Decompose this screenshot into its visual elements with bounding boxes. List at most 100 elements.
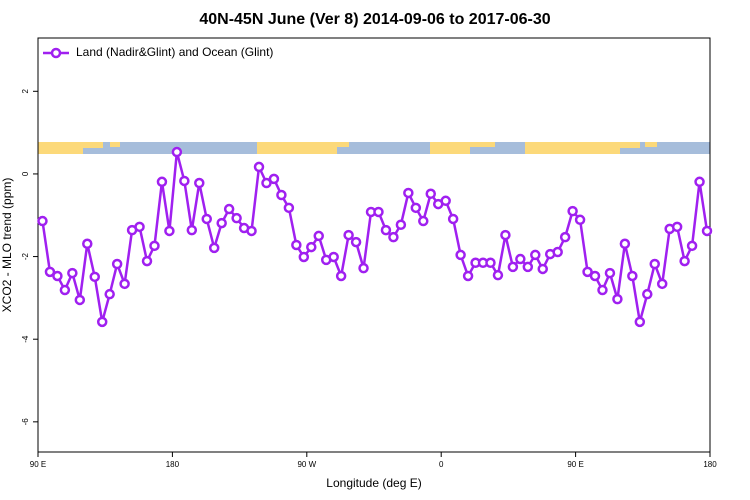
point (343, 229, 354, 241)
point (335, 270, 347, 282)
point (104, 288, 115, 300)
point (671, 221, 683, 233)
point (395, 219, 407, 231)
point (537, 263, 548, 275)
point (313, 230, 324, 242)
point (500, 229, 511, 241)
y-axis-label: XCO2 - MLO trend (ppm) (0, 178, 14, 313)
point (627, 270, 638, 282)
point (111, 258, 123, 270)
point (522, 261, 534, 273)
point (306, 241, 317, 253)
point (515, 253, 526, 265)
point (619, 238, 631, 250)
y-tick-label: -2 (21, 252, 30, 260)
point (701, 225, 713, 237)
x-tick-label: 180 (703, 460, 717, 469)
point (223, 203, 235, 215)
x-tick-label: 90 E (30, 460, 46, 469)
point (358, 262, 369, 274)
point (96, 316, 108, 328)
point (373, 206, 384, 218)
point (52, 270, 63, 282)
point (597, 284, 608, 296)
point (37, 215, 48, 227)
point (253, 161, 265, 173)
point (447, 213, 459, 225)
point (291, 239, 302, 251)
point (350, 236, 362, 248)
point (492, 269, 504, 281)
point (59, 284, 71, 296)
point (208, 242, 220, 254)
point (201, 213, 212, 225)
point (231, 212, 242, 224)
point (686, 240, 698, 252)
point (149, 240, 160, 252)
plot-frame (37, 37, 711, 453)
x-tick-label: 90 E (567, 460, 583, 469)
y-tick-label: -4 (21, 335, 30, 343)
chart-title: 40N-45N June (Ver 8) 2014-09-06 to 2017-… (199, 11, 550, 28)
series-line (41, 151, 709, 323)
point (530, 249, 541, 261)
legend-marker (50, 47, 62, 59)
point (574, 214, 586, 226)
point (67, 267, 78, 279)
point (74, 294, 86, 306)
y-tick-label: 2 (21, 89, 30, 94)
point (164, 225, 175, 237)
point (156, 176, 168, 188)
point (649, 258, 660, 270)
point (679, 255, 690, 267)
point (462, 270, 474, 282)
point (425, 188, 436, 200)
point (179, 175, 190, 187)
point (418, 215, 429, 227)
land-ocean-strip (38, 142, 710, 154)
point (141, 255, 153, 267)
point (380, 224, 392, 236)
point (216, 217, 227, 229)
legend-label: Land (Nadir&Glint) and Ocean (Glint) (76, 45, 273, 59)
point (604, 267, 616, 279)
point (134, 221, 145, 233)
point (388, 231, 399, 243)
point (552, 246, 563, 258)
x-tick-label: 0 (439, 460, 444, 469)
point (589, 270, 601, 282)
point (82, 238, 93, 250)
point (507, 261, 519, 273)
point (403, 187, 414, 199)
point (694, 176, 705, 188)
point (582, 266, 593, 278)
point (283, 202, 295, 214)
point (440, 195, 451, 207)
point (410, 202, 422, 214)
point (634, 316, 646, 328)
point (485, 257, 496, 269)
point (89, 271, 100, 283)
point (186, 224, 198, 236)
point (642, 288, 653, 300)
x-tick-label: 90 W (297, 460, 316, 469)
point (328, 251, 339, 263)
point (455, 249, 466, 261)
y-tick-label: 0 (21, 171, 30, 176)
y-tick-label: -6 (21, 418, 30, 426)
point (656, 278, 668, 290)
point (298, 251, 310, 263)
point (119, 278, 130, 290)
point (559, 231, 571, 243)
x-tick-label: 180 (166, 460, 180, 469)
x-axis-label: Longitude (deg E) (326, 476, 421, 490)
point (276, 189, 287, 201)
point (567, 205, 578, 217)
point (44, 266, 56, 278)
point (194, 177, 205, 189)
point (612, 293, 623, 305)
point (261, 177, 272, 189)
point (268, 173, 280, 185)
point (171, 146, 183, 158)
